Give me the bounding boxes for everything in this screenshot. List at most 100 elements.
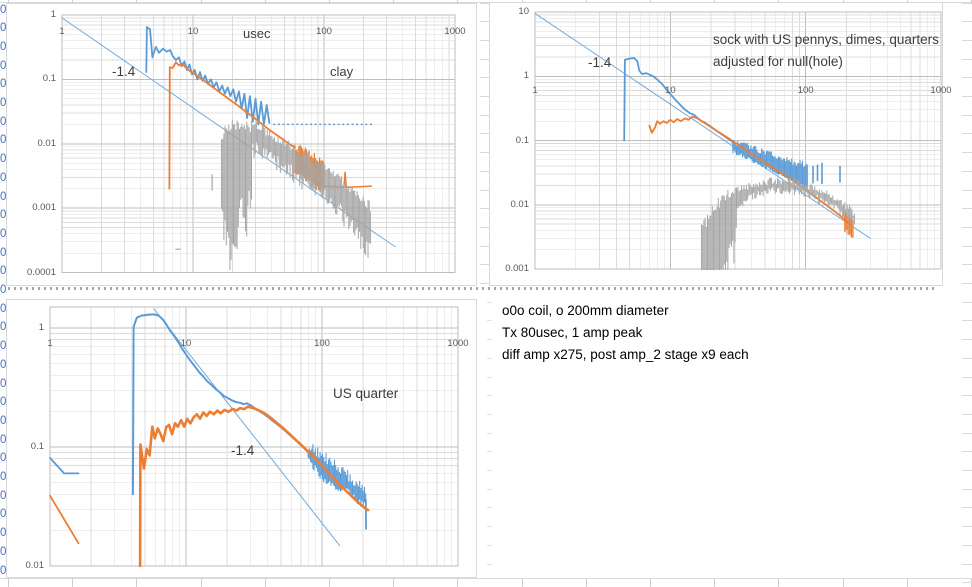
sheet-row-border (487, 413, 492, 415)
clipped-cell-value: 0 (0, 246, 6, 259)
y-axis-tick-label: 0.001 (32, 202, 56, 214)
sheet-row-border (487, 544, 492, 546)
sheet-column-border (906, 0, 908, 3)
clipped-cell-value: 0 (0, 190, 6, 203)
sheet-row-border (962, 544, 972, 546)
sheet-row-border (480, 152, 489, 154)
sheet-column-border (72, 0, 74, 3)
sheet-row-border (962, 470, 972, 471)
chart1-material-label: clay (330, 64, 354, 79)
sheet-row-border (480, 283, 489, 284)
x-axis-tick-label: 100 (314, 338, 330, 349)
sheet-row-border (487, 320, 492, 322)
sheet-column-border (393, 0, 395, 3)
sheet-row-border (962, 264, 972, 266)
sheet-row-border (487, 507, 492, 509)
clipped-cell-value: 0 (0, 358, 6, 371)
sheet-row-border (962, 58, 972, 60)
sheet-row-border (962, 114, 972, 116)
sheet-row-border (480, 77, 489, 79)
sheet-column-border (136, 0, 138, 3)
clipped-cell-value: 0 (0, 545, 6, 558)
clipped-cell-value: 0 (0, 115, 6, 128)
sheet-column-border (585, 579, 587, 587)
clipped-cell-text-row (8, 287, 938, 290)
sheet-column-border (200, 0, 202, 3)
y-axis-tick-label: 0.0001 (26, 266, 56, 278)
sheet-row-border (487, 339, 492, 341)
sheet-row-border (480, 170, 489, 172)
y-axis-tick-label: 0.01 (37, 137, 57, 149)
sheet-row-border (962, 170, 972, 172)
sheet-row-border (962, 376, 972, 378)
note-amp: diff amp x275, post amp_2 stage x9 each (502, 347, 749, 362)
y-axis-tick-label: 0.1 (515, 134, 529, 146)
sheet-row-border (480, 133, 489, 135)
clipped-cell-value: 0 (0, 433, 6, 446)
chart-clay[interactable] (6, 3, 477, 286)
x-axis-tick-label: 10 (665, 85, 676, 96)
chart-us-quarter[interactable] (6, 299, 477, 578)
sheet-row-border (480, 226, 489, 228)
sheet-column-border (200, 579, 202, 587)
clipped-cell-value: 0 (0, 22, 6, 35)
sheet-row-border (962, 488, 972, 490)
sheet-row-border (962, 563, 972, 565)
sheet-column-border (264, 579, 266, 587)
sheet-row-border (962, 301, 972, 303)
sheet-row-border (962, 395, 972, 397)
sheet-row-border (480, 245, 489, 247)
sheet-row-border (480, 208, 489, 210)
sheet-row-border (962, 339, 972, 341)
clipped-cell-value: 0 (0, 171, 6, 184)
chart3-slope-label: -1.4 (231, 443, 255, 458)
sheet-row-border (962, 451, 972, 453)
clipped-cell-value: 0 (0, 414, 6, 427)
sheet-row-border (487, 470, 492, 471)
sheet-row-border (480, 58, 489, 60)
note-tx: Tx 80usec, 1 amp peak (502, 325, 643, 340)
sheet-row-border (480, 21, 489, 23)
x-axis-tick-label: 100 (316, 26, 332, 37)
sheet-row-border (962, 526, 972, 528)
sheet-row-border (487, 357, 492, 359)
sheet-row-border (962, 582, 972, 584)
y-axis-tick-label: 0.001 (505, 263, 529, 274)
sheet-row-border (962, 413, 972, 415)
clipped-cell-value: 0 (0, 209, 6, 222)
sheet-column-border (650, 0, 651, 3)
note-coil: o0o coil, o 200mm diameter (502, 303, 669, 318)
sheet-column-border (714, 579, 716, 587)
y-axis-tick-label: 0.1 (42, 73, 56, 85)
clipped-cell-value: 0 (0, 78, 6, 91)
sheet-column-border (778, 0, 780, 3)
clipped-cell-value: 0 (0, 153, 6, 166)
sheet-row-border (487, 451, 492, 453)
sheet-row-border (962, 226, 972, 228)
clipped-cell-value: 0 (0, 40, 6, 53)
chart2-title-line1: sock with US pennys, dimes, quarters (713, 32, 939, 47)
sheet-row-border (962, 245, 972, 247)
setup-notes-cell[interactable]: o0o coil, o 200mm diameter Tx 80usec, 1 … (502, 300, 749, 366)
sheet-row-border (962, 208, 972, 210)
clipped-cell-value: 0 (0, 452, 6, 465)
sheet-column-border (842, 0, 844, 3)
clipped-cell-value: 0 (0, 396, 6, 409)
sheet-row-border (962, 507, 972, 509)
clipped-cell-value: 0 (0, 227, 6, 240)
sheet-column-border (842, 579, 844, 587)
sheet-row-border (962, 320, 972, 322)
clipped-spreadsheet-column[interactable]: 0 0 0 0 0 0 0 0 0 0 0 0 0 0 0 0 0 0 0 0 0 0 0 0 0 0 0 0 0 0 0 (0, 0, 6, 587)
sheet-row-border (962, 133, 972, 135)
sheet-row-border (962, 357, 972, 359)
sheet-row-border (480, 189, 489, 191)
clipped-cell-value: 0 (0, 489, 6, 502)
clipped-cell-value: 0 (0, 59, 6, 72)
sheet-column-border (906, 579, 908, 587)
x-axis-tick-label: 1 (47, 338, 53, 349)
sheet-column-border (264, 0, 266, 3)
clipped-cell-value: 0 (0, 3, 6, 16)
x-axis-tick-label: 10 (180, 338, 192, 349)
sheet-row-border (962, 283, 972, 284)
sheet-row-border (962, 39, 972, 41)
